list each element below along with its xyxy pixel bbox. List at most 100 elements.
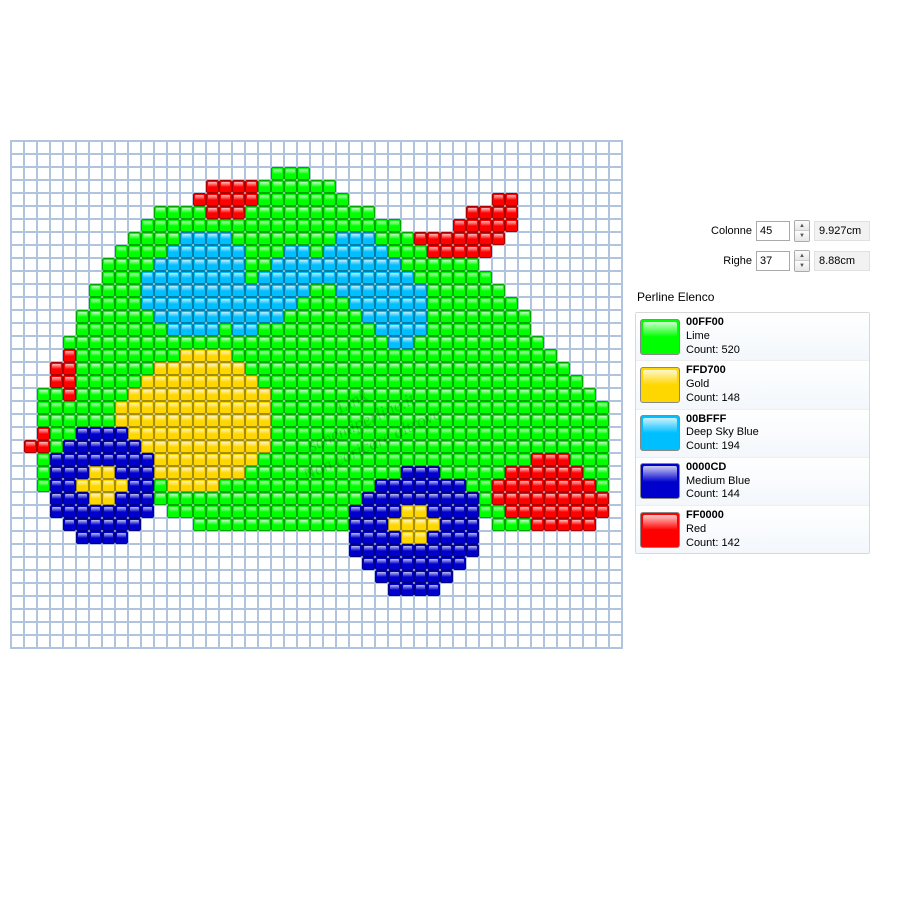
grid-cell[interactable]: [11, 336, 24, 349]
grid-cell[interactable]: [336, 622, 349, 635]
grid-cell[interactable]: [596, 154, 609, 167]
grid-cell[interactable]: [63, 271, 76, 284]
grid-cell[interactable]: [479, 453, 492, 466]
grid-cell[interactable]: [362, 401, 375, 414]
grid-cell[interactable]: [37, 258, 50, 271]
grid-cell[interactable]: [518, 284, 531, 297]
grid-cell[interactable]: [76, 219, 89, 232]
grid-cell[interactable]: [245, 232, 258, 245]
grid-cell[interactable]: [440, 635, 453, 648]
grid-cell[interactable]: [37, 609, 50, 622]
grid-cell[interactable]: [24, 375, 37, 388]
grid-cell[interactable]: [245, 596, 258, 609]
grid-cell[interactable]: [609, 310, 622, 323]
grid-cell[interactable]: [258, 284, 271, 297]
grid-cell[interactable]: [89, 570, 102, 583]
grid-cell[interactable]: [310, 440, 323, 453]
grid-cell[interactable]: [297, 180, 310, 193]
grid-cell[interactable]: [154, 583, 167, 596]
grid-cell[interactable]: [531, 609, 544, 622]
grid-cell[interactable]: [401, 492, 414, 505]
grid-cell[interactable]: [50, 583, 63, 596]
grid-cell[interactable]: [115, 375, 128, 388]
grid-cell[interactable]: [297, 219, 310, 232]
grid-cell[interactable]: [336, 206, 349, 219]
grid-cell[interactable]: [544, 297, 557, 310]
grid-cell[interactable]: [245, 362, 258, 375]
grid-cell[interactable]: [102, 180, 115, 193]
grid-cell[interactable]: [89, 440, 102, 453]
grid-cell[interactable]: [427, 635, 440, 648]
grid-cell[interactable]: [492, 609, 505, 622]
grid-cell[interactable]: [167, 154, 180, 167]
grid-cell[interactable]: [141, 570, 154, 583]
grid-cell[interactable]: [245, 375, 258, 388]
grid-cell[interactable]: [102, 596, 115, 609]
grid-cell[interactable]: [63, 440, 76, 453]
grid-cell[interactable]: [128, 310, 141, 323]
grid-cell[interactable]: [245, 570, 258, 583]
grid-cell[interactable]: [479, 271, 492, 284]
grid-cell[interactable]: [206, 440, 219, 453]
grid-cell[interactable]: [24, 258, 37, 271]
grid-cell[interactable]: [544, 466, 557, 479]
grid-cell[interactable]: [50, 505, 63, 518]
grid-cell[interactable]: [76, 635, 89, 648]
grid-cell[interactable]: [297, 167, 310, 180]
grid-cell[interactable]: [492, 401, 505, 414]
grid-cell[interactable]: [284, 323, 297, 336]
grid-cell[interactable]: [141, 180, 154, 193]
grid-cell[interactable]: [50, 349, 63, 362]
grid-cell[interactable]: [440, 310, 453, 323]
grid-cell[interactable]: [518, 596, 531, 609]
grid-cell[interactable]: [479, 388, 492, 401]
grid-cell[interactable]: [440, 388, 453, 401]
grid-cell[interactable]: [37, 622, 50, 635]
grid-cell[interactable]: [193, 453, 206, 466]
grid-cell[interactable]: [258, 245, 271, 258]
grid-cell[interactable]: [388, 544, 401, 557]
grid-cell[interactable]: [557, 427, 570, 440]
grid-cell[interactable]: [271, 180, 284, 193]
grid-cell[interactable]: [557, 531, 570, 544]
grid-cell[interactable]: [440, 193, 453, 206]
grid-cell[interactable]: [518, 180, 531, 193]
grid-cell[interactable]: [63, 427, 76, 440]
grid-cell[interactable]: [414, 453, 427, 466]
grid-cell[interactable]: [375, 544, 388, 557]
grid-cell[interactable]: [271, 609, 284, 622]
grid-cell[interactable]: [336, 167, 349, 180]
grid-cell[interactable]: [440, 609, 453, 622]
grid-cell[interactable]: [154, 206, 167, 219]
grid-cell[interactable]: [349, 362, 362, 375]
grid-cell[interactable]: [284, 492, 297, 505]
grid-cell[interactable]: [518, 401, 531, 414]
grid-cell[interactable]: [63, 336, 76, 349]
grid-cell[interactable]: [115, 518, 128, 531]
grid-cell[interactable]: [596, 427, 609, 440]
grid-cell[interactable]: [466, 193, 479, 206]
grid-cell[interactable]: [388, 401, 401, 414]
grid-cell[interactable]: [349, 167, 362, 180]
grid-cell[interactable]: [141, 271, 154, 284]
grid-cell[interactable]: [388, 284, 401, 297]
grid-cell[interactable]: [544, 544, 557, 557]
grid-cell[interactable]: [596, 453, 609, 466]
grid-cell[interactable]: [336, 388, 349, 401]
grid-cell[interactable]: [115, 544, 128, 557]
grid-cell[interactable]: [206, 167, 219, 180]
grid-cell[interactable]: [375, 414, 388, 427]
grid-cell[interactable]: [583, 284, 596, 297]
grid-cell[interactable]: [24, 388, 37, 401]
grid-cell[interactable]: [258, 258, 271, 271]
grid-cell[interactable]: [518, 323, 531, 336]
grid-cell[interactable]: [50, 271, 63, 284]
grid-cell[interactable]: [349, 440, 362, 453]
grid-cell[interactable]: [492, 219, 505, 232]
grid-cell[interactable]: [167, 609, 180, 622]
grid-cell[interactable]: [375, 310, 388, 323]
grid-cell[interactable]: [583, 362, 596, 375]
grid-cell[interactable]: [128, 505, 141, 518]
grid-cell[interactable]: [323, 596, 336, 609]
grid-cell[interactable]: [453, 310, 466, 323]
